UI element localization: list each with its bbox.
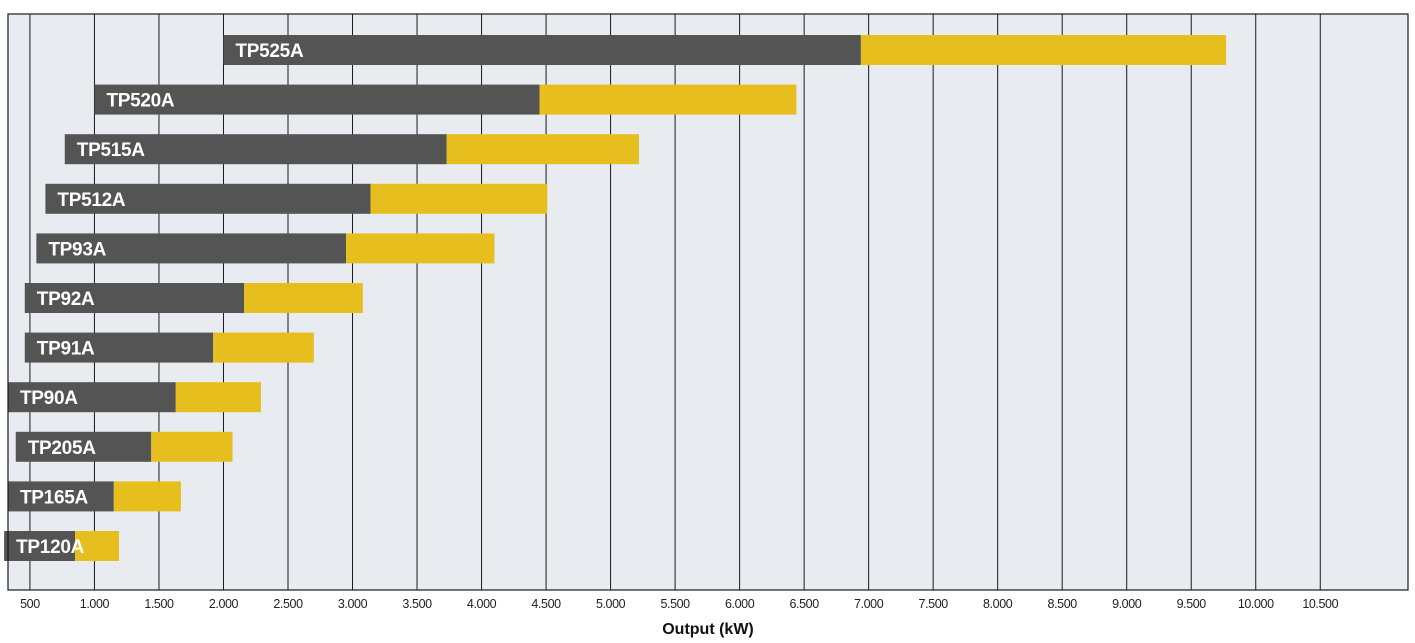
bar-category-label: TP515A <box>77 140 145 161</box>
bar-segment-dark <box>94 84 540 115</box>
bar-segment-dark <box>8 481 114 512</box>
bar-segment-yellow <box>539 84 797 115</box>
x-axis-title: Output (kW) <box>662 621 754 638</box>
bar-segment-yellow <box>370 183 548 214</box>
bar-segment-dark <box>24 283 245 313</box>
bar-category-label: TP91A <box>37 339 95 360</box>
bar-category-label: TP512A <box>57 190 125 211</box>
x-tick-label: 3.000 <box>338 597 368 611</box>
bar-segment-dark <box>45 183 371 214</box>
bar-category-label: TP93A <box>48 239 106 260</box>
x-tick-label: 7.000 <box>854 597 884 611</box>
x-tick-label: 8.000 <box>983 597 1013 611</box>
x-tick-label: 7.500 <box>919 597 949 611</box>
bars <box>4 35 1227 561</box>
bar-category-label: TP92A <box>37 289 95 310</box>
x-tick-label: 3.500 <box>402 597 432 611</box>
x-tick-label: 10.500 <box>1302 597 1338 611</box>
bar-segment-yellow <box>860 35 1227 65</box>
bar-segment-yellow <box>113 481 181 512</box>
bar-segment-dark <box>36 233 347 264</box>
x-tick-label: 4.000 <box>467 597 497 611</box>
bar-segment-yellow <box>151 431 233 462</box>
x-tick-label: 8.500 <box>1048 597 1078 611</box>
bar-segment-yellow <box>175 382 261 413</box>
bar-segment-yellow <box>446 134 639 165</box>
bar-segment-yellow <box>213 332 314 363</box>
bar-segment-yellow <box>244 283 363 313</box>
x-tick-label: 5.500 <box>660 597 690 611</box>
x-tick-label: 4.500 <box>531 597 561 611</box>
x-tick-label: 9.000 <box>1112 597 1142 611</box>
bar-segment-yellow <box>75 531 119 561</box>
x-tick-label: 9.500 <box>1177 597 1207 611</box>
bar-labels: TP525A TP520A TP515A TP512A TP93A TP92A TP91A T… <box>16 41 304 558</box>
x-tick-label: 1.000 <box>80 597 110 611</box>
x-tick-label: 5.000 <box>596 597 626 611</box>
x-tick-label: 6.500 <box>789 597 819 611</box>
bar-category-label: TP90A <box>20 388 78 409</box>
bar-category-label: TP520A <box>106 91 174 112</box>
bar-segment-yellow <box>346 233 495 264</box>
x-axis-ticks: 500 1.000 1.500 2.000 2.500 3.000 3.500 4.000 4.… <box>20 597 1339 611</box>
bar-segment-dark <box>64 134 447 165</box>
plot-area-border <box>7 13 1409 591</box>
bar-category-label: TP525A <box>235 41 303 62</box>
x-tick-label: 6.000 <box>725 597 755 611</box>
bar-segment-dark <box>8 382 176 413</box>
bar-segment-dark <box>4 531 76 561</box>
bar-category-label: TP165A <box>20 487 88 508</box>
bar-segment-dark <box>15 431 152 462</box>
x-tick-label: 2.000 <box>209 597 239 611</box>
x-tick-label: 2.500 <box>273 597 303 611</box>
bar-category-label: TP205A <box>28 438 96 459</box>
bar-segment-dark <box>24 332 214 363</box>
x-tick-label: 500 <box>20 597 40 611</box>
bar-category-label: TP120A <box>16 537 84 558</box>
x-tick-label: 1.500 <box>144 597 174 611</box>
bar-segment-dark <box>223 35 861 65</box>
x-tick-label: 10.000 <box>1238 597 1274 611</box>
